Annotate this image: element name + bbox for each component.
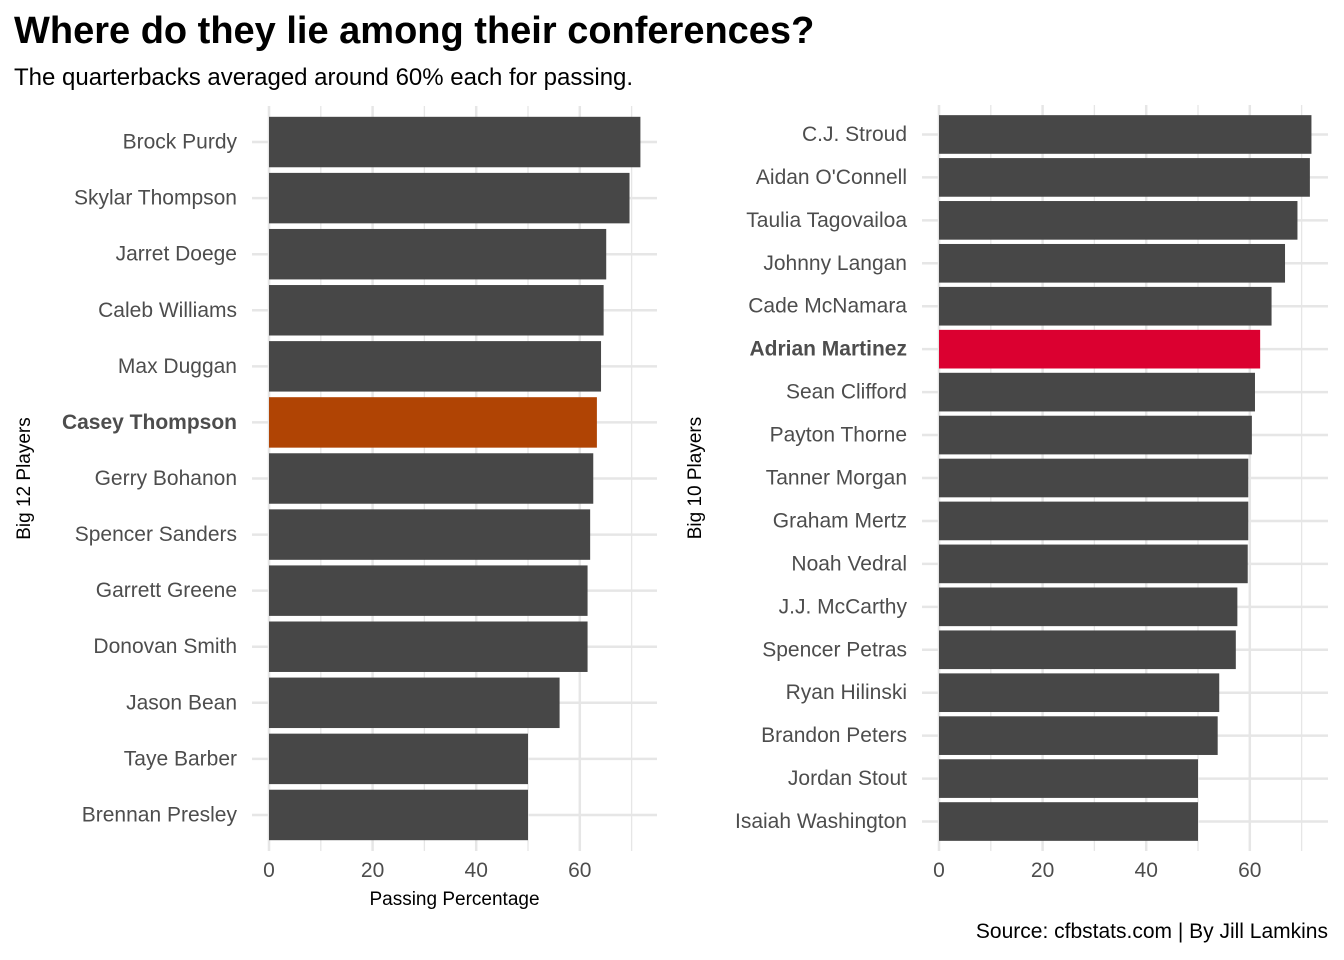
big12-bar (269, 341, 602, 392)
big10-y-axis-title: Big 10 Players (685, 417, 706, 540)
big12-category-label: Casey Thompson (62, 411, 237, 434)
big10-category-label: Adrian Martinez (749, 338, 907, 361)
big10-bar (939, 630, 1236, 670)
big10-category-label: Taulia Tagovailoa (746, 209, 907, 232)
chart-caption: Source: cfbstats.com | By Jill Lamkins (975, 920, 1328, 943)
big10-bar (939, 201, 1298, 240)
big10-category-label: Brandon Peters (761, 724, 907, 747)
big12-category-label: Brennan Presley (82, 803, 238, 826)
big12-category-label: Spencer Sanders (75, 523, 237, 546)
big12-bar (269, 677, 560, 729)
big10-category-label: Noah Vedral (791, 552, 907, 575)
big12-category-label: Jarret Doege (116, 243, 237, 266)
big12-x-tick-label: 40 (465, 859, 488, 882)
big12-bar (269, 621, 588, 672)
big12-category-label: Taye Barber (124, 747, 237, 770)
big12-panel: Brock Purdy Skylar Thompson Jarret Doege Ca… (14, 106, 657, 910)
big10-x-tick-label: 60 (1238, 859, 1261, 882)
big10-category-label: Cade McNamara (748, 295, 907, 318)
big10-bar (939, 544, 1248, 584)
big10-x-tick-label: 20 (1031, 859, 1054, 882)
big10-category-label: Graham Mertz (773, 509, 907, 532)
big12-category-label: Garrett Greene (96, 579, 237, 602)
big12-bar (269, 733, 528, 785)
big12-category-label: Skylar Thompson (74, 187, 237, 210)
big10-bar (939, 115, 1312, 154)
big12-y-axis-title: Big 12 Players (14, 417, 35, 540)
big10-category-label: Jordan Stout (788, 767, 907, 790)
big12-x-axis-title: Passing Percentage (369, 889, 539, 910)
big10-category-label: Ryan Hilinski (786, 681, 907, 704)
big12-category-label: Caleb Williams (98, 299, 237, 322)
big12-x-tick-label: 20 (361, 859, 384, 882)
big10-category-label: Tanner Morgan (766, 467, 907, 490)
big10-bar (939, 415, 1252, 455)
big12-bar (269, 509, 591, 560)
big12-bar (269, 453, 594, 504)
big12-category-label: Gerry Bohanon (95, 467, 237, 490)
big10-bar (939, 759, 1198, 798)
big10-bar (939, 243, 1286, 283)
big12-bar (269, 228, 607, 280)
big10-category-label: C.J. Stroud (802, 123, 907, 146)
big12-bar (269, 116, 641, 168)
big12-category-label: Max Duggan (118, 355, 237, 378)
chart-subtitle: The quarterbacks averaged around 60% eac… (14, 64, 634, 91)
big10-category-label: Isaiah Washington (735, 810, 907, 833)
big10-category-label: Sean Clifford (786, 381, 907, 404)
big10-bar (939, 329, 1261, 369)
big10-bar (939, 501, 1249, 541)
big12-x-tick-label: 0 (263, 859, 275, 882)
big10-bar (939, 716, 1218, 755)
big10-x-tick-label: 0 (933, 859, 945, 882)
big12-bar (269, 397, 597, 448)
big10-bar (939, 158, 1310, 197)
chart-title: Where do they lie among their conference… (14, 10, 815, 52)
big10-category-label: Spencer Petras (762, 638, 907, 661)
big10-bar (939, 372, 1255, 412)
big10-bar (939, 587, 1238, 627)
big10-category-label: Aidan O'Connell (756, 166, 907, 189)
big10-category-label: Payton Thorne (770, 424, 907, 447)
big10-panel: C.J. Stroud Aidan O'Connell Taulia Tagovai… (685, 105, 1328, 882)
big10-bar (939, 802, 1198, 841)
big10-bar (939, 458, 1249, 498)
big12-category-label: Jason Bean (126, 691, 237, 714)
big10-bar (939, 673, 1220, 713)
big10-category-label: Johnny Langan (763, 252, 907, 275)
big12-bar (269, 285, 604, 336)
big12-bar (269, 172, 630, 224)
big12-bar (269, 565, 588, 616)
big10-bar (939, 286, 1272, 326)
big12-x-tick-label: 60 (568, 859, 591, 882)
big12-bar (269, 789, 528, 841)
big10-category-label: J.J. McCarthy (779, 595, 908, 618)
big12-category-label: Donovan Smith (93, 635, 237, 658)
big12-category-label: Brock Purdy (123, 131, 238, 154)
big10-x-tick-label: 40 (1135, 859, 1158, 882)
